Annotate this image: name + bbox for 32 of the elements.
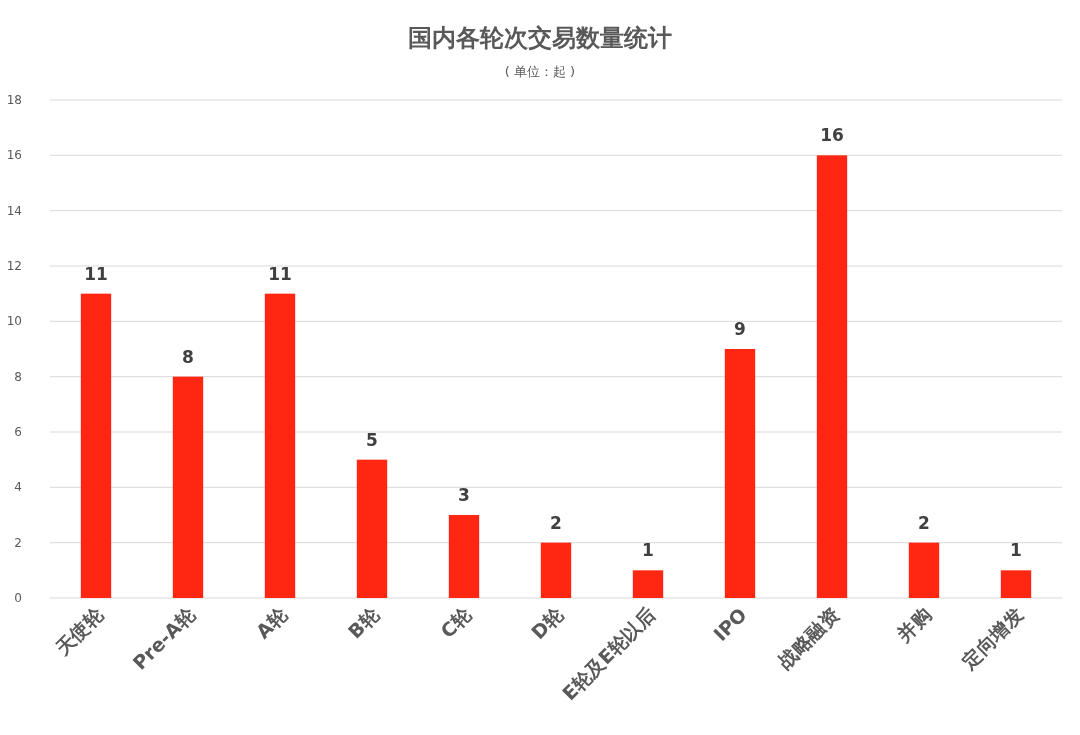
data-label: 16 [820, 125, 844, 146]
data-label: 11 [84, 263, 108, 284]
category-label: 战略融资 [773, 603, 843, 673]
ytick-label: 18 [6, 93, 22, 107]
data-label: 2 [550, 512, 562, 533]
ytick-label: 12 [6, 259, 22, 273]
category-label: 定向增发 [957, 603, 1027, 673]
subtitle: ( 单位：起 ) [504, 64, 576, 79]
ytick-label: 10 [6, 314, 22, 329]
data-label: 2 [918, 512, 930, 533]
category-label: D轮 [526, 603, 567, 644]
title: 国内各轮次交易数量统计 [408, 24, 672, 52]
data-label: 3 [458, 485, 470, 505]
ytick-label: 8 [14, 369, 22, 384]
category-label: 并购 [892, 603, 935, 646]
category-label: B轮 [343, 603, 383, 643]
data-label: 8 [182, 346, 194, 367]
ytick-label: 14 [6, 203, 22, 218]
data-label: 1 [1010, 540, 1022, 561]
category-label: IPO [709, 603, 751, 646]
data-label: 9 [734, 319, 746, 339]
data-label: 1 [642, 540, 654, 561]
category-label: C轮 [435, 603, 475, 643]
category-label: A轮 [251, 603, 291, 643]
category-label: 天使轮 [50, 603, 107, 660]
data-label: 5 [366, 429, 378, 450]
ytick-label: 2 [14, 535, 22, 550]
ytick-label: 4 [14, 480, 22, 495]
ytick-label: 16 [6, 148, 22, 163]
data-label: 11 [268, 263, 292, 284]
ytick-label: 6 [14, 425, 22, 439]
ytick-label: 0 [14, 591, 22, 605]
